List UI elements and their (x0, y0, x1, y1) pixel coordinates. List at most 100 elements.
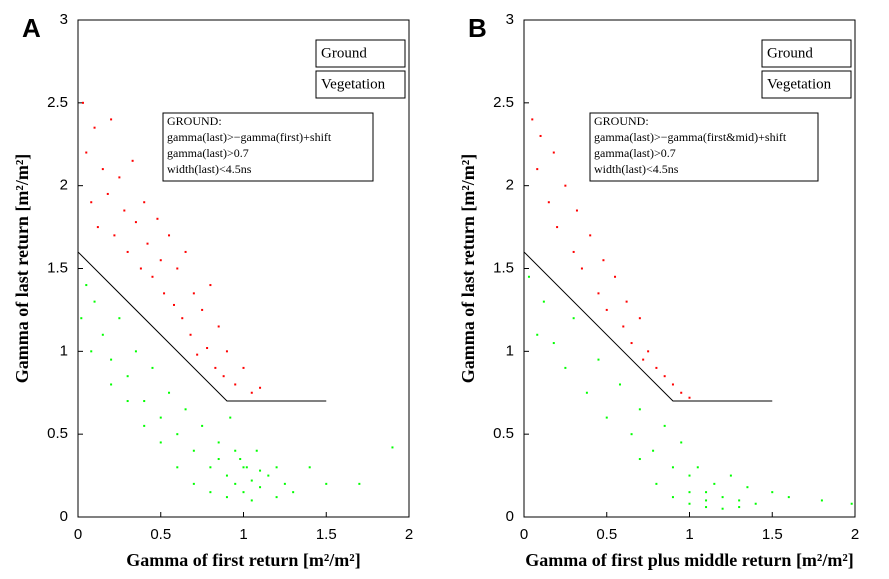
point (163, 292, 166, 295)
point (754, 502, 757, 505)
point (671, 383, 674, 386)
point (547, 201, 550, 204)
point (139, 267, 142, 270)
point (605, 416, 608, 419)
point (217, 441, 220, 444)
x-tick-label: 1 (685, 526, 693, 543)
annotation-line: gamma(last)>0.7 (594, 146, 676, 160)
point (688, 396, 691, 399)
x-tick-label: 2 (405, 526, 413, 543)
point (614, 275, 617, 278)
point (229, 416, 232, 419)
point (151, 366, 154, 369)
point (527, 275, 530, 278)
point (225, 350, 228, 353)
point (110, 118, 113, 121)
x-tick-label: 0 (520, 526, 528, 543)
point (217, 458, 220, 461)
point (259, 469, 262, 472)
point (308, 466, 311, 469)
point (292, 491, 295, 494)
point (206, 347, 209, 350)
threshold-line (523, 251, 773, 402)
point (192, 449, 195, 452)
y-tick-label: 1 (60, 342, 68, 359)
point (93, 300, 96, 303)
point (209, 466, 212, 469)
point (126, 375, 129, 378)
point (542, 300, 545, 303)
panel-label: B (468, 13, 487, 43)
legend-box (315, 70, 406, 99)
x-tick-label: 1.5 (762, 526, 783, 543)
point (81, 101, 84, 104)
point (589, 234, 592, 237)
x-tick-label: 0.5 (596, 526, 617, 543)
annotation-box (589, 112, 819, 182)
x-axis-label: Gamma of first plus middle return [m²/m²… (525, 550, 853, 570)
point (189, 333, 192, 336)
point (259, 386, 262, 389)
point (585, 391, 588, 394)
point (101, 168, 104, 171)
point (156, 217, 159, 220)
point (663, 424, 666, 427)
point (564, 184, 567, 187)
point (556, 226, 559, 229)
point (134, 221, 137, 224)
threshold-line (77, 251, 327, 402)
point (217, 325, 220, 328)
point (242, 366, 245, 369)
annotation-line: gamma(last)>−gamma(first)+shift (167, 130, 332, 144)
point (222, 375, 225, 378)
point (242, 466, 245, 469)
point (630, 433, 633, 436)
point (110, 383, 113, 386)
x-tick-label: 0 (74, 526, 82, 543)
annotation-line: gamma(last)>0.7 (167, 146, 249, 160)
panel-label: A (22, 13, 41, 43)
point (552, 151, 555, 154)
y-tick-label: 1.5 (493, 259, 514, 276)
y-tick-label: 0 (60, 508, 68, 525)
point (126, 250, 129, 253)
point (738, 506, 741, 509)
point (275, 466, 278, 469)
point (85, 151, 88, 154)
point (705, 506, 708, 509)
point (176, 433, 179, 436)
point (181, 317, 184, 320)
x-axis-label: Gamma of first return [m²/m²] (126, 550, 360, 570)
x-tick-label: 2 (851, 526, 859, 543)
point (283, 482, 286, 485)
point (209, 284, 212, 287)
point (705, 499, 708, 502)
point (168, 391, 171, 394)
point (201, 308, 204, 311)
point (638, 458, 641, 461)
point (721, 507, 724, 510)
point (325, 482, 328, 485)
point (275, 496, 278, 499)
point (655, 482, 658, 485)
point (850, 502, 853, 505)
point (176, 466, 179, 469)
annotation-line: gamma(last)>−gamma(first&mid)+shift (594, 130, 787, 144)
point (572, 250, 575, 253)
point (602, 259, 605, 262)
point (536, 168, 539, 171)
point (118, 317, 121, 320)
point (90, 350, 93, 353)
point (259, 486, 262, 489)
axes-box (77, 19, 410, 518)
point (225, 474, 228, 477)
point (184, 408, 187, 411)
point (234, 449, 237, 452)
point (729, 474, 732, 477)
annotation-line: GROUND: (594, 114, 649, 128)
point (642, 358, 645, 361)
x-tick-label: 1.5 (316, 526, 337, 543)
point (618, 383, 621, 386)
point (123, 209, 126, 212)
point (638, 408, 641, 411)
